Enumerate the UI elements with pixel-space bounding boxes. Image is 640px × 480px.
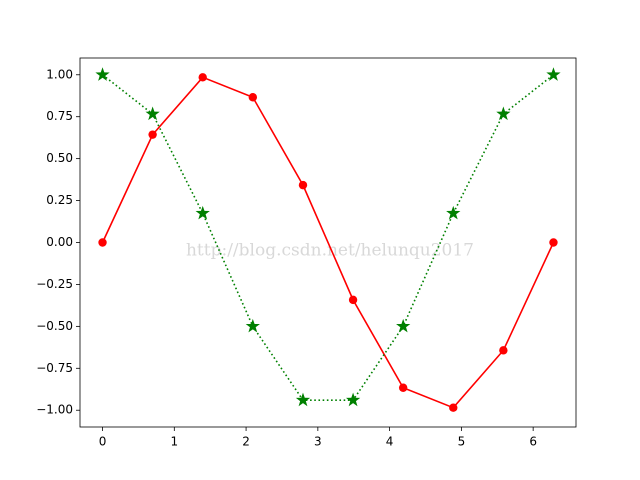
circle-marker xyxy=(198,73,207,82)
star-marker xyxy=(145,106,160,121)
x-tick-label: 6 xyxy=(529,435,537,449)
star-marker xyxy=(245,318,260,333)
y-tick-label: −0.75 xyxy=(36,361,73,375)
circle-marker xyxy=(549,238,558,247)
x-tick-label: 2 xyxy=(242,435,250,449)
circle-marker xyxy=(148,130,157,139)
series-line xyxy=(101,76,555,409)
y-tick-label: 0.50 xyxy=(46,151,73,165)
star-marker xyxy=(195,205,210,220)
star-marker xyxy=(446,205,461,220)
circle-marker xyxy=(398,383,408,392)
x-tick-label: 3 xyxy=(314,435,322,449)
y-tick-label: −0.50 xyxy=(36,319,73,333)
x-tick-label: 4 xyxy=(386,435,394,449)
y-tick-label: 0.75 xyxy=(46,109,73,123)
circle-marker xyxy=(248,93,258,102)
x-tick-label: 1 xyxy=(170,435,178,449)
x-tick-label: 0 xyxy=(99,435,107,449)
circle-marker xyxy=(348,295,358,305)
x-tick-label: 5 xyxy=(458,435,466,449)
circle-marker xyxy=(449,403,458,412)
circle-marker xyxy=(298,180,308,190)
circle-marker xyxy=(499,346,508,355)
star-marker xyxy=(496,106,511,121)
y-tick-label: 0.00 xyxy=(46,235,73,249)
star-marker xyxy=(345,392,361,407)
series-line xyxy=(102,74,554,401)
y-tick-label: −0.25 xyxy=(36,277,73,291)
y-tick-label: 1.00 xyxy=(46,67,73,81)
star-marker xyxy=(546,67,561,81)
star-marker xyxy=(396,318,411,333)
star-marker xyxy=(295,392,311,407)
y-tick-label: 0.25 xyxy=(46,193,73,207)
plot-frame xyxy=(79,57,577,428)
circle-marker xyxy=(98,238,107,247)
y-tick-label: −1.00 xyxy=(36,403,73,417)
star-marker xyxy=(95,67,110,81)
watermark: http://blog.csdn.net/helunqu2017 xyxy=(186,241,474,261)
